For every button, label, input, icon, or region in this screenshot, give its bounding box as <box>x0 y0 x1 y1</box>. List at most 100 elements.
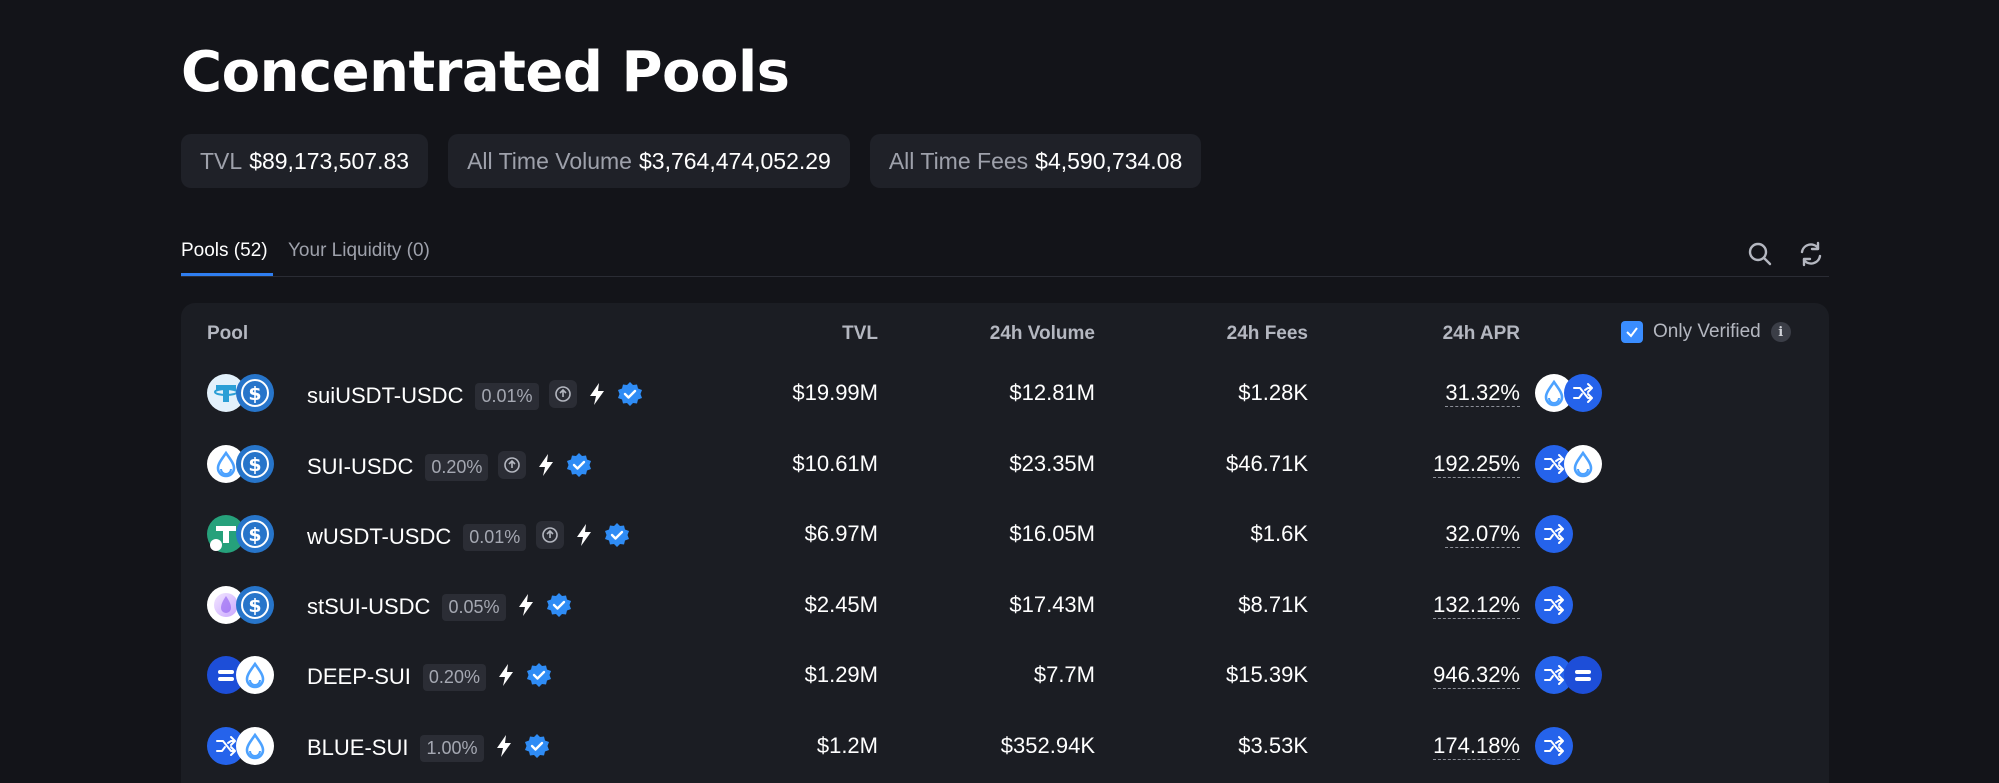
fee-tier-badge: 0.20% <box>422 663 486 691</box>
pair-name: SUI-USDC <box>307 453 414 479</box>
table-row[interactable]: DEEP-SUI 0.20% $1.29M $7.7M $15.39K 946.32% <box>181 640 1829 710</box>
search-icon[interactable] <box>1746 240 1774 268</box>
usdc-token-icon: $ <box>236 374 274 412</box>
apr-value: 174.18% <box>1433 733 1520 760</box>
pool-24h-fees: $3.53K <box>1238 733 1308 758</box>
cetus-reward-icon[interactable] <box>1535 727 1573 765</box>
header-24h-fees[interactable]: 24h Fees <box>1226 323 1308 344</box>
verified-badge-icon <box>524 733 550 765</box>
fee-tier-badge: 0.20% <box>425 453 489 481</box>
page-title: Concentrated Pools <box>181 40 790 105</box>
pool-24h-apr[interactable]: 174.18% <box>1433 733 1520 760</box>
stat-value: $89,173,507.83 <box>249 147 410 174</box>
table-row[interactable]: $ wUSDT-USDC 0.01% $6.97M $16.05M $1.6K 32.07% <box>181 499 1829 569</box>
active-tab-indicator <box>181 273 273 276</box>
verified-badge-icon <box>617 381 643 413</box>
cetus-reward-icon[interactable] <box>1535 445 1573 483</box>
fee-tier-badge: 1.00% <box>420 734 484 762</box>
verified-badge-icon <box>566 452 592 484</box>
pair-name: wUSDT-USDC <box>307 523 452 549</box>
pool-24h-volume: $7.7M <box>1033 662 1095 687</box>
lightning-icon <box>494 733 514 765</box>
pool-24h-apr[interactable]: 132.12% <box>1433 592 1520 619</box>
wusdt-token-icon <box>207 515 245 553</box>
stsui-token-icon <box>207 586 245 624</box>
pool-pair[interactable]: suiUSDT-USDC 0.01% <box>307 380 643 414</box>
pool-pair[interactable]: BLUE-SUI 1.00% <box>307 733 550 765</box>
table-row[interactable]: $ stSUI-USDC 0.05% $2.45M $17.43M $8.71K 132.1… <box>181 570 1829 640</box>
stat-all-time-fees: All Time Fees $4,590,734.08 <box>869 134 1202 188</box>
cetus-reward-icon[interactable] <box>1535 586 1573 624</box>
pool-24h-apr[interactable]: 31.32% <box>1445 380 1520 407</box>
stats-bar: TVL $89,173,507.83 All Time Volume $3,76… <box>181 134 1202 188</box>
table-row[interactable]: BLUE-SUI 1.00% $1.2M $352.94K $3.53K 174.18% <box>181 711 1829 781</box>
svg-text:$: $ <box>248 454 261 476</box>
rewarder-icon <box>536 521 565 555</box>
fee-tier-badge: 0.01% <box>463 523 527 551</box>
header-24h-apr[interactable]: 24h APR <box>1442 323 1520 344</box>
pair-name: stSUI-USDC <box>307 593 431 619</box>
table-row[interactable]: $ suiUSDT-USDC 0.01% $19.99M $12.81M $1.28K 31… <box>181 358 1829 428</box>
pool-pair[interactable]: wUSDT-USDC 0.01% <box>307 521 630 555</box>
lightning-icon <box>587 381 607 413</box>
pool-24h-volume: $17.43M <box>1009 592 1095 617</box>
pool-24h-apr[interactable]: 32.07% <box>1445 521 1520 548</box>
pool-tvl: $1.29M <box>804 662 878 687</box>
pool-tvl: $10.61M <box>792 451 878 476</box>
stat-value: $3,764,474,052.29 <box>638 147 831 174</box>
pool-24h-volume: $23.35M <box>1009 451 1095 476</box>
usdc-token-icon: $ <box>236 515 274 553</box>
usdc-token-icon: $ <box>236 586 274 624</box>
pool-24h-apr[interactable]: 192.25% <box>1433 451 1520 478</box>
only-verified-filter[interactable]: Only Verified i <box>1621 321 1791 343</box>
usdc-token-icon: $ <box>236 445 274 483</box>
lightning-icon <box>536 452 556 484</box>
pool-tvl: $2.45M <box>804 592 878 617</box>
cetus-reward-icon[interactable] <box>1535 515 1573 553</box>
cetus-reward-icon[interactable] <box>1535 656 1573 694</box>
deep-reward-icon[interactable] <box>1564 656 1602 694</box>
pool-24h-apr[interactable]: 946.32% <box>1433 662 1520 689</box>
cetus-reward-icon[interactable] <box>1564 374 1602 412</box>
stat-label: TVL <box>200 147 243 174</box>
rewarder-icon <box>498 451 527 485</box>
sui-token-icon <box>207 445 245 483</box>
lightning-icon <box>496 662 516 694</box>
only-verified-checkbox[interactable] <box>1621 321 1643 343</box>
pair-name: suiUSDT-USDC <box>307 382 464 408</box>
header-pool[interactable]: Pool <box>207 323 249 344</box>
svg-text:$: $ <box>248 383 261 405</box>
apr-value: 31.32% <box>1445 380 1520 407</box>
pair-name: DEEP-SUI <box>307 663 411 689</box>
apr-value: 946.32% <box>1433 662 1520 689</box>
sui-reward-icon[interactable] <box>1564 445 1602 483</box>
pool-pair[interactable]: DEEP-SUI 0.20% <box>307 662 552 694</box>
refresh-icon[interactable] <box>1797 240 1825 268</box>
table-row[interactable]: $ SUI-USDC 0.20% $10.61M $23.35M $46.71K 192.2… <box>181 429 1829 499</box>
pool-pair[interactable]: SUI-USDC 0.20% <box>307 451 592 485</box>
sui-reward-icon[interactable] <box>1535 374 1573 412</box>
sui-token-icon <box>236 656 274 694</box>
tab-pools[interactable]: Pools (52) <box>181 240 268 261</box>
pool-24h-fees: $1.6K <box>1250 521 1309 546</box>
tab-your-liquidity[interactable]: Your Liquidity (0) <box>288 240 430 261</box>
verified-badge-icon <box>546 592 572 624</box>
pool-24h-fees: $15.39K <box>1226 662 1308 687</box>
verified-badge-icon <box>604 522 630 554</box>
pool-pair[interactable]: stSUI-USDC 0.05% <box>307 592 572 624</box>
info-icon[interactable]: i <box>1770 322 1791 342</box>
header-24h-volume[interactable]: 24h Volume <box>989 323 1095 344</box>
sui-token-icon <box>236 727 274 765</box>
header-tvl[interactable]: TVL <box>842 323 878 344</box>
pool-24h-volume: $12.81M <box>1009 380 1095 405</box>
pool-24h-fees: $1.28K <box>1238 380 1308 405</box>
apr-value: 32.07% <box>1445 521 1520 548</box>
fee-tier-badge: 0.01% <box>475 382 539 410</box>
pool-24h-volume: $352.94K <box>1000 733 1095 758</box>
fee-tier-badge: 0.05% <box>442 593 506 621</box>
only-verified-label: Only Verified <box>1653 321 1761 342</box>
pool-24h-fees: $8.71K <box>1238 592 1308 617</box>
stat-tvl: TVL $89,173,507.83 <box>181 134 429 188</box>
pool-24h-fees: $46.71K <box>1226 451 1308 476</box>
stat-label: All Time Fees <box>888 147 1029 174</box>
